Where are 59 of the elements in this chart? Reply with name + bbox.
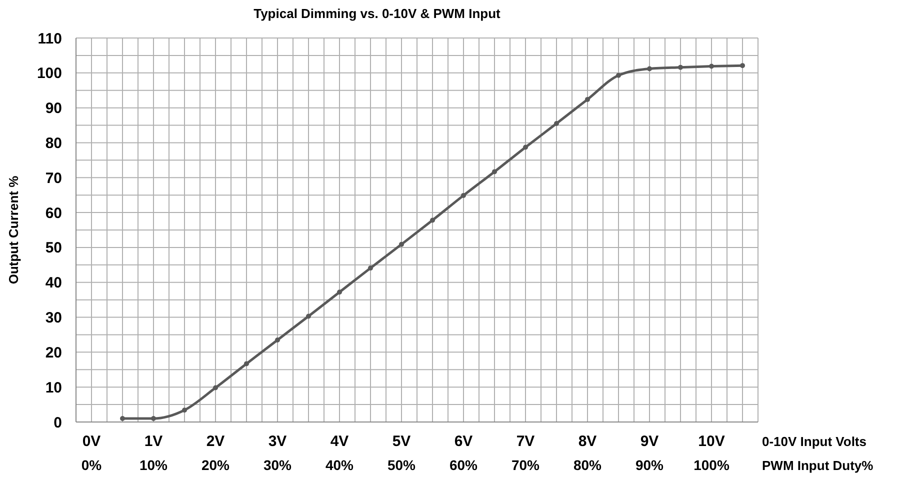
- point: [368, 266, 373, 271]
- x2-tick-label: 0%: [81, 457, 102, 473]
- x2-tick-label: 50%: [387, 457, 416, 473]
- y-tick-label: 50: [45, 240, 62, 257]
- x-tick-label: 10V: [698, 433, 725, 450]
- x-tick-label: 4V: [330, 433, 349, 450]
- point: [554, 121, 559, 126]
- x-tick-label: 2V: [206, 433, 225, 450]
- x2-tick-label: 80%: [573, 457, 602, 473]
- point: [709, 64, 714, 69]
- y-tick-label: 80: [45, 134, 62, 152]
- x2-tick-label: 90%: [635, 457, 664, 473]
- x2-tick-label: 20%: [201, 457, 230, 473]
- y-tick-label: 90: [45, 100, 62, 118]
- chart-title: Typical Dimming vs. 0-10V & PWM Input: [254, 6, 502, 21]
- point: [430, 218, 435, 223]
- x-tick-label: 7V: [516, 433, 535, 450]
- x2-tick-label: 30%: [263, 457, 292, 473]
- x2-tick-label: 100%: [694, 457, 730, 473]
- y-tick-label: 40: [45, 274, 62, 292]
- y-tick-label: 20: [45, 344, 62, 362]
- x-tick-label: 0V: [82, 433, 101, 450]
- point: [399, 242, 404, 247]
- x-tick-label: 6V: [454, 433, 473, 450]
- x2-tick-label: 10%: [139, 457, 168, 473]
- point: [244, 361, 249, 366]
- x-tick-label: 8V: [578, 433, 597, 450]
- x-tick-label: 1V: [144, 433, 163, 450]
- point: [120, 416, 125, 422]
- x2-tick-label: 40%: [325, 457, 354, 473]
- y-tick-label: 70: [45, 170, 62, 187]
- point: [306, 314, 311, 319]
- x-tick-label: 3V: [268, 433, 287, 450]
- point: [337, 290, 342, 295]
- x-tick-label: 9V: [640, 433, 659, 450]
- point: [182, 408, 187, 413]
- point: [647, 66, 652, 72]
- point: [678, 64, 683, 70]
- y-tick-label: 30: [45, 310, 62, 327]
- point: [461, 192, 466, 198]
- y-axis-title: Output Current %: [6, 175, 21, 284]
- x-tick-label: 5V: [392, 433, 411, 450]
- point: [213, 385, 218, 390]
- point: [585, 96, 590, 102]
- x2-tick-label: 60%: [449, 457, 478, 473]
- y-tick-label: 60: [45, 204, 62, 222]
- point: [275, 337, 280, 342]
- x-axis-title: 0-10V Input Volts: [762, 434, 866, 449]
- y-tick-label: 10: [45, 379, 62, 396]
- point: [151, 416, 156, 422]
- point: [523, 144, 528, 150]
- x2-tick-label: 70%: [511, 457, 540, 473]
- y-tick-label: 100: [36, 65, 62, 82]
- point: [740, 63, 745, 68]
- y-tick-label: 0: [54, 414, 62, 432]
- point: [492, 169, 497, 174]
- point: [616, 72, 621, 78]
- x2-axis-title: PWM Input Duty%: [762, 458, 874, 473]
- y-tick-label: 110: [38, 30, 62, 48]
